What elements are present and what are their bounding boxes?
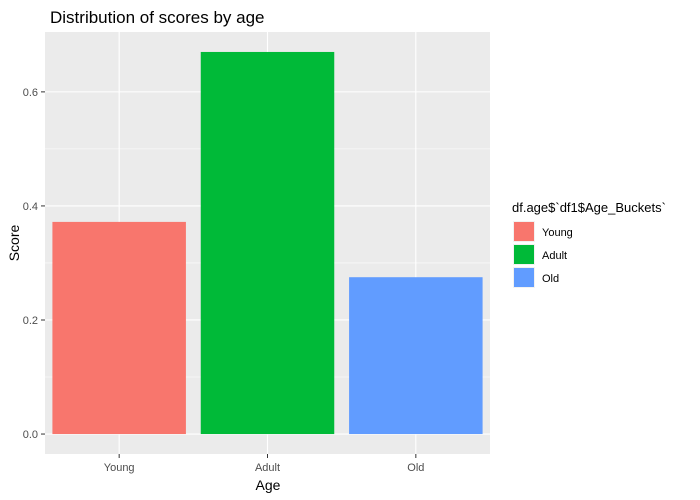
x-axis-ticks: Young Adult Old bbox=[104, 454, 424, 474]
legend-label-old: Old bbox=[542, 273, 559, 285]
y-tick-label: 0.6 bbox=[23, 87, 38, 99]
legend-swatch-young bbox=[514, 222, 534, 241]
legend-label-adult: Adult bbox=[542, 250, 567, 262]
bars bbox=[52, 51, 483, 435]
y-tick-label: 0.4 bbox=[23, 201, 38, 213]
bar-young bbox=[52, 221, 186, 435]
legend-label-young: Young bbox=[542, 227, 573, 239]
y-axis-title: Score bbox=[6, 225, 22, 262]
y-tick-label: 0.2 bbox=[23, 315, 38, 327]
x-axis-title: Age bbox=[256, 477, 281, 493]
x-tick-label: Young bbox=[104, 462, 135, 474]
legend-title: df.age$`df1$Age_Buckets` bbox=[512, 200, 666, 215]
chart-title: Distribution of scores by age bbox=[50, 8, 265, 27]
legend-swatch-adult bbox=[514, 245, 534, 264]
y-axis-ticks: 0.0 0.2 0.4 0.6 bbox=[23, 87, 45, 441]
legend: Young Adult Old bbox=[513, 221, 573, 288]
x-tick-label: Adult bbox=[255, 462, 280, 474]
x-tick-label: Old bbox=[407, 462, 424, 474]
y-tick-label: 0.0 bbox=[23, 429, 38, 441]
bar-adult bbox=[200, 51, 335, 435]
bar-old bbox=[349, 277, 483, 435]
legend-swatch-old bbox=[514, 268, 534, 287]
